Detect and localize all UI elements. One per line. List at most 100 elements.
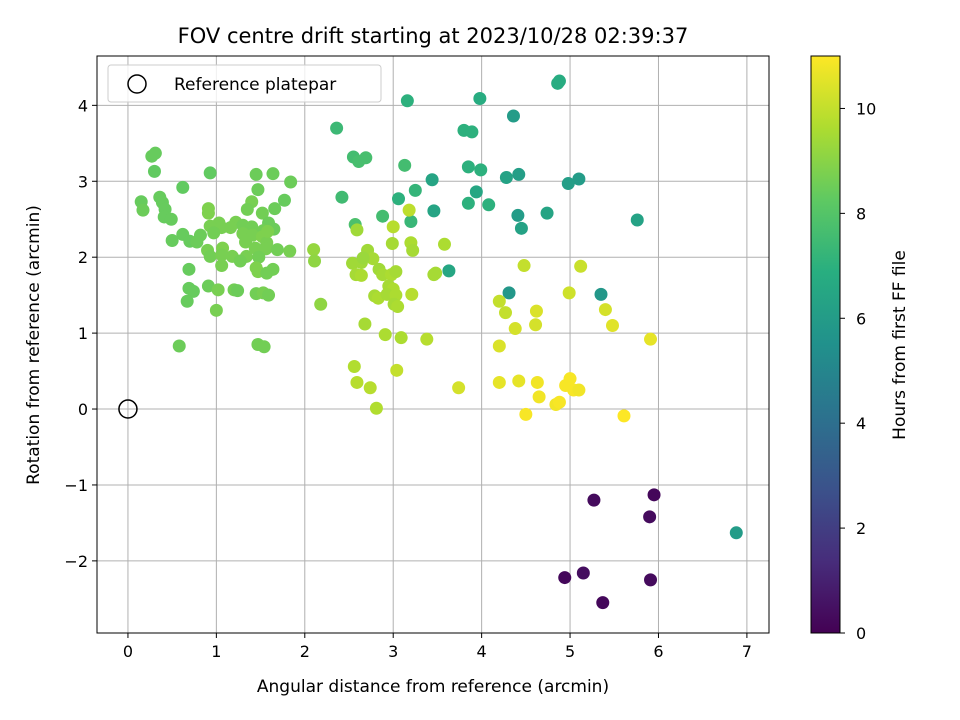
data-point bbox=[508, 322, 522, 336]
data-point bbox=[492, 294, 506, 308]
y-axis-ticks: −2 −1 0 1 2 3 4 bbox=[64, 96, 97, 571]
data-point bbox=[512, 167, 526, 181]
data-point bbox=[492, 339, 506, 353]
data-point bbox=[136, 203, 150, 217]
data-point bbox=[307, 243, 321, 257]
y-tick-label: 1 bbox=[78, 324, 88, 343]
data-point bbox=[283, 244, 297, 258]
x-tick-label: 2 bbox=[300, 642, 310, 661]
data-point bbox=[335, 190, 349, 204]
data-point bbox=[530, 375, 544, 389]
data-point bbox=[529, 318, 543, 332]
data-point bbox=[207, 226, 221, 240]
data-point bbox=[390, 363, 404, 377]
x-tick-label: 3 bbox=[388, 642, 398, 661]
data-point bbox=[587, 493, 601, 507]
data-point bbox=[330, 121, 344, 135]
data-point bbox=[391, 300, 405, 314]
legend-box bbox=[107, 64, 382, 103]
data-point bbox=[561, 177, 575, 191]
reference-point-marker bbox=[118, 399, 138, 419]
data-point bbox=[442, 264, 456, 278]
colorbar-tick-label: 6 bbox=[856, 309, 866, 328]
data-point bbox=[252, 250, 266, 264]
data-point bbox=[260, 266, 274, 280]
colorbar-tick-label: 8 bbox=[856, 204, 866, 223]
data-point bbox=[562, 286, 576, 300]
data-point bbox=[369, 401, 383, 415]
y-tick-label: −2 bbox=[64, 552, 88, 571]
data-point bbox=[461, 160, 475, 174]
data-point bbox=[563, 372, 577, 386]
legend-label: Reference platepar bbox=[174, 75, 336, 95]
colorbar-tick-label: 0 bbox=[856, 624, 866, 643]
data-point bbox=[354, 268, 368, 282]
data-point bbox=[482, 198, 496, 212]
data-point bbox=[350, 375, 364, 389]
data-point bbox=[359, 151, 373, 165]
data-point bbox=[405, 287, 419, 301]
data-point bbox=[506, 109, 520, 123]
data-point bbox=[203, 166, 217, 180]
data-point bbox=[398, 158, 412, 172]
data-point bbox=[201, 206, 215, 220]
data-point bbox=[552, 395, 566, 409]
data-point bbox=[385, 237, 399, 251]
data-point bbox=[532, 390, 546, 404]
data-point bbox=[647, 488, 661, 502]
data-point bbox=[429, 266, 443, 280]
data-point bbox=[233, 254, 247, 268]
plot-area bbox=[96, 55, 770, 634]
data-point bbox=[427, 204, 441, 218]
data-point bbox=[147, 164, 161, 178]
colorbar-gradient bbox=[810, 55, 841, 634]
y-tick-label: 2 bbox=[78, 248, 88, 267]
y-axis-label: Rotation from reference (arcmin) bbox=[24, 205, 44, 485]
data-point bbox=[499, 306, 513, 320]
data-point bbox=[239, 235, 253, 249]
data-point bbox=[389, 265, 403, 279]
data-point bbox=[404, 215, 418, 229]
data-point bbox=[165, 233, 179, 247]
data-point bbox=[366, 252, 380, 266]
data-point bbox=[394, 331, 408, 345]
data-point bbox=[552, 74, 566, 88]
data-point bbox=[617, 409, 631, 423]
data-point bbox=[406, 243, 420, 257]
x-tick-label: 5 bbox=[565, 642, 575, 661]
data-point bbox=[358, 317, 372, 331]
data-point bbox=[266, 167, 280, 181]
data-point bbox=[209, 303, 223, 317]
data-point bbox=[268, 202, 282, 216]
data-point bbox=[502, 286, 516, 300]
y-tick-label: −1 bbox=[64, 476, 88, 495]
data-point bbox=[277, 193, 291, 207]
data-point bbox=[643, 510, 657, 524]
data-point bbox=[514, 221, 528, 235]
data-point bbox=[576, 566, 590, 580]
data-point bbox=[308, 254, 322, 268]
data-point bbox=[251, 183, 265, 197]
x-tick-label: 1 bbox=[211, 642, 221, 661]
plot-frame bbox=[96, 55, 770, 634]
data-point bbox=[499, 170, 513, 184]
data-point bbox=[474, 163, 488, 177]
legend: Reference platepar bbox=[107, 64, 382, 103]
data-point bbox=[356, 251, 370, 265]
data-point bbox=[400, 94, 414, 108]
colorbar-label: Hours from first FF file bbox=[890, 250, 910, 440]
data-point bbox=[164, 212, 178, 226]
data-point bbox=[249, 167, 263, 181]
data-point bbox=[598, 303, 612, 317]
data-point bbox=[519, 407, 533, 421]
data-point bbox=[182, 262, 196, 276]
data-point bbox=[644, 573, 658, 587]
data-point bbox=[378, 328, 392, 342]
y-tick-label: 4 bbox=[78, 96, 88, 115]
chart-title: FOV centre drift starting at 2023/10/28 … bbox=[178, 24, 689, 48]
data-point bbox=[437, 237, 451, 251]
x-axis-ticks: 0 1 2 3 4 5 6 7 bbox=[123, 633, 752, 661]
data-point bbox=[644, 332, 658, 346]
data-point bbox=[215, 248, 229, 262]
